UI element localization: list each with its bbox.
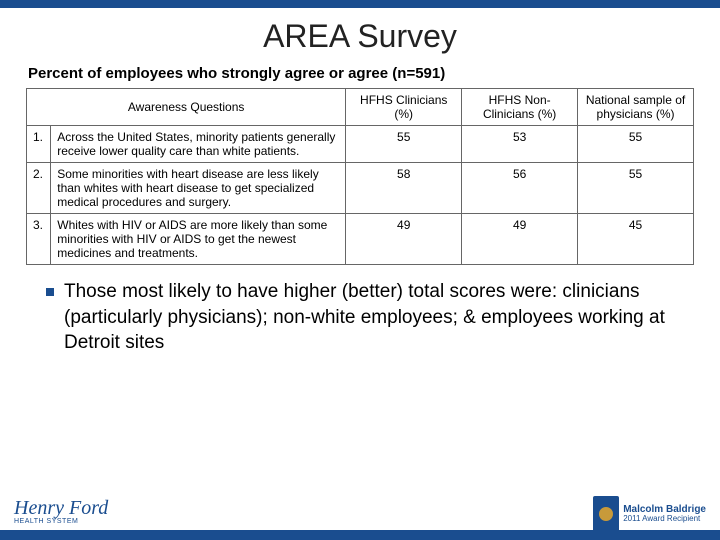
row-value: 56 bbox=[462, 163, 578, 214]
row-value: 55 bbox=[578, 163, 694, 214]
row-value: 53 bbox=[462, 126, 578, 163]
logo-baldrige: Malcolm Baldrige 2011 Award Recipient bbox=[593, 496, 706, 532]
logo-right-text: Malcolm Baldrige 2011 Award Recipient bbox=[623, 504, 706, 524]
logo-left-line2: HEALTH SYSTEM bbox=[14, 518, 108, 525]
table-row: 2. Some minorities with heart disease ar… bbox=[27, 163, 694, 214]
col-header-2: HFHS Non-Clinicians (%) bbox=[462, 89, 578, 126]
col-header-questions: Awareness Questions bbox=[27, 89, 346, 126]
award-badge-icon bbox=[593, 496, 619, 532]
row-value: 49 bbox=[346, 214, 462, 265]
logo-right-sub: 2011 Award Recipient bbox=[623, 515, 706, 524]
row-question: Some minorities with heart disease are l… bbox=[51, 163, 346, 214]
col-header-3: National sample of physicians (%) bbox=[578, 89, 694, 126]
footer: Henry Ford HEALTH SYSTEM Malcolm Baldrig… bbox=[0, 484, 720, 540]
top-accent-bar bbox=[0, 0, 720, 8]
logo-left-line1: Henry Ford bbox=[14, 499, 108, 517]
bullet-list: Those most likely to have higher (better… bbox=[46, 279, 686, 356]
row-number: 3. bbox=[27, 214, 51, 265]
bullet-item: Those most likely to have higher (better… bbox=[46, 279, 686, 356]
row-value: 58 bbox=[346, 163, 462, 214]
col-header-1: HFHS Clinicians (%) bbox=[346, 89, 462, 126]
row-number: 2. bbox=[27, 163, 51, 214]
table-header-row: Awareness Questions HFHS Clinicians (%) … bbox=[27, 89, 694, 126]
row-question: Across the United States, minority patie… bbox=[51, 126, 346, 163]
row-number: 1. bbox=[27, 126, 51, 163]
table-row: 3. Whites with HIV or AIDS are more like… bbox=[27, 214, 694, 265]
subtitle: Percent of employees who strongly agree … bbox=[28, 65, 720, 82]
row-value: 49 bbox=[462, 214, 578, 265]
data-table: Awareness Questions HFHS Clinicians (%) … bbox=[26, 88, 694, 265]
table-row: 1. Across the United States, minority pa… bbox=[27, 126, 694, 163]
row-value: 45 bbox=[578, 214, 694, 265]
row-question: Whites with HIV or AIDS are more likely … bbox=[51, 214, 346, 265]
row-value: 55 bbox=[346, 126, 462, 163]
bottom-accent-bar bbox=[0, 530, 720, 540]
row-value: 55 bbox=[578, 126, 694, 163]
logo-henry-ford: Henry Ford HEALTH SYSTEM bbox=[14, 490, 154, 534]
page-title: AREA Survey bbox=[0, 18, 720, 55]
